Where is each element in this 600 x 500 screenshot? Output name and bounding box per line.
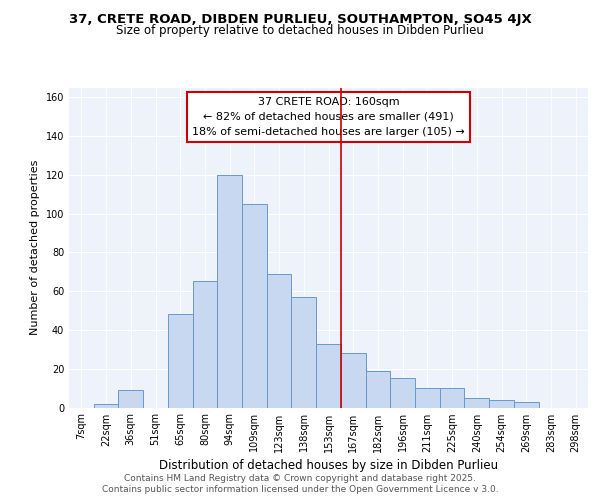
Text: 37 CRETE ROAD: 160sqm
← 82% of detached houses are smaller (491)
18% of semi-det: 37 CRETE ROAD: 160sqm ← 82% of detached …: [192, 97, 465, 136]
Text: 37, CRETE ROAD, DIBDEN PURLIEU, SOUTHAMPTON, SO45 4JX: 37, CRETE ROAD, DIBDEN PURLIEU, SOUTHAMP…: [68, 12, 532, 26]
Bar: [440, 388, 464, 407]
Bar: [118, 390, 143, 407]
Bar: [193, 282, 217, 408]
Bar: [217, 175, 242, 408]
X-axis label: Distribution of detached houses by size in Dibden Purlieu: Distribution of detached houses by size …: [159, 459, 498, 472]
Bar: [365, 370, 390, 408]
Bar: [341, 353, 365, 408]
Text: Size of property relative to detached houses in Dibden Purlieu: Size of property relative to detached ho…: [116, 24, 484, 37]
Text: Contains HM Land Registry data © Crown copyright and database right 2025.: Contains HM Land Registry data © Crown c…: [124, 474, 476, 483]
Bar: [316, 344, 341, 407]
Bar: [292, 297, 316, 408]
Bar: [168, 314, 193, 408]
Bar: [514, 402, 539, 407]
Bar: [390, 378, 415, 408]
Bar: [489, 400, 514, 407]
Bar: [464, 398, 489, 407]
Bar: [94, 404, 118, 407]
Bar: [242, 204, 267, 408]
Y-axis label: Number of detached properties: Number of detached properties: [30, 160, 40, 335]
Bar: [267, 274, 292, 407]
Text: Contains public sector information licensed under the Open Government Licence v : Contains public sector information licen…: [101, 485, 499, 494]
Bar: [415, 388, 440, 407]
